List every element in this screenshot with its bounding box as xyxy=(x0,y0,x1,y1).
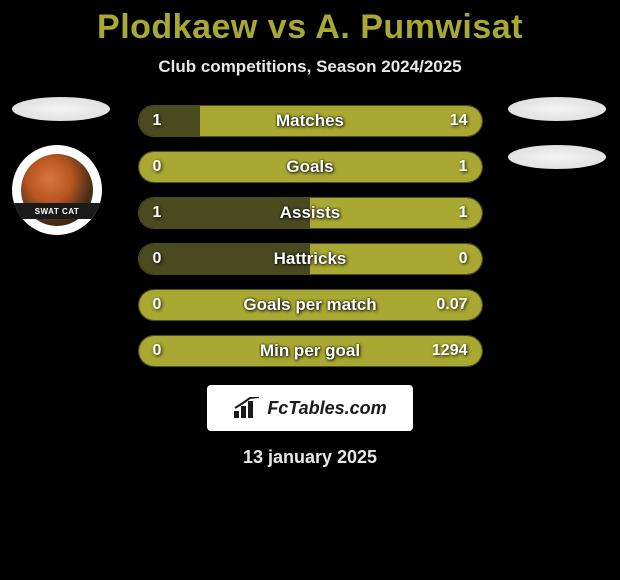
bar-label: Assists xyxy=(139,203,482,223)
bar-value-right: 1 xyxy=(459,204,468,222)
stat-bar: 0Goals1 xyxy=(138,151,483,183)
player-photo-placeholder xyxy=(508,97,606,121)
bar-label: Goals xyxy=(139,157,482,177)
bar-label: Goals per match xyxy=(139,295,482,315)
bar-value-right: 0.07 xyxy=(436,296,467,314)
club-logo-text: SWAT CAT xyxy=(35,207,80,216)
comparison-card: Plodkaew vs A. Pumwisat Club competition… xyxy=(0,0,620,580)
bar-value-right: 1 xyxy=(459,158,468,176)
club-logo-band: SWAT CAT xyxy=(12,203,102,219)
player-photo-placeholder xyxy=(12,97,110,121)
stat-bar: 0Min per goal1294 xyxy=(138,335,483,367)
stat-bar: 1Assists1 xyxy=(138,197,483,229)
bar-value-right: 14 xyxy=(450,112,468,130)
stat-bar: 0Hattricks0 xyxy=(138,243,483,275)
bar-value-right: 0 xyxy=(459,250,468,268)
bar-label: Hattricks xyxy=(139,249,482,269)
bar-label: Matches xyxy=(139,111,482,131)
stat-bar: 1Matches14 xyxy=(138,105,483,137)
footer-brand-badge: FcTables.com xyxy=(207,385,413,431)
stats-area: SWAT CAT 1Matches140Goals11Assists10Hatt… xyxy=(0,105,620,367)
stat-bars: 1Matches140Goals11Assists10Hattricks00Go… xyxy=(138,105,483,367)
date-label: 13 january 2025 xyxy=(0,447,620,468)
page-title: Plodkaew vs A. Pumwisat xyxy=(0,0,620,47)
subtitle: Club competitions, Season 2024/2025 xyxy=(0,57,620,77)
fctables-icon xyxy=(233,397,261,419)
bar-value-right: 1294 xyxy=(432,342,468,360)
footer-brand-text: FcTables.com xyxy=(267,398,386,419)
stat-bar: 0Goals per match0.07 xyxy=(138,289,483,321)
left-player-column: SWAT CAT xyxy=(12,97,112,235)
club-logo-placeholder xyxy=(508,145,606,169)
right-player-column xyxy=(508,97,608,193)
bar-label: Min per goal xyxy=(139,341,482,361)
left-club-logo: SWAT CAT xyxy=(12,145,102,235)
